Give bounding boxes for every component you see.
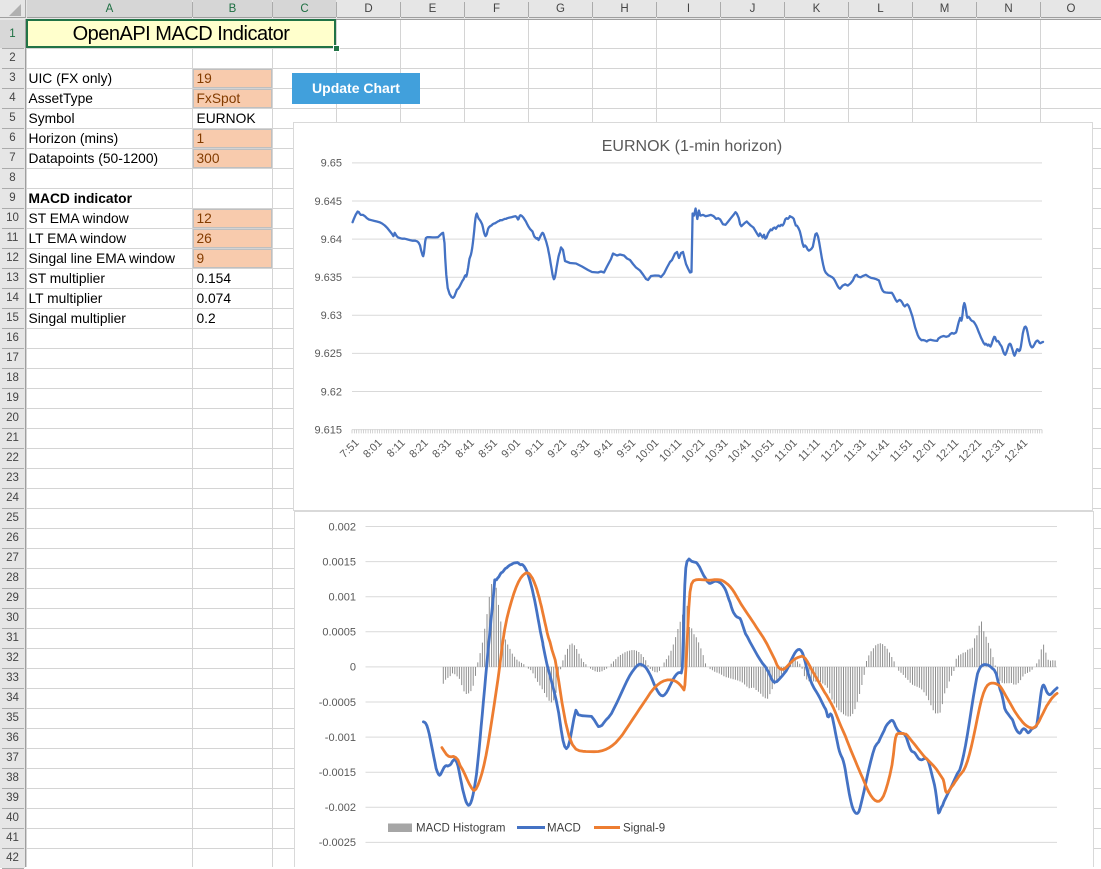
- svg-text:MACD: MACD: [547, 823, 581, 835]
- svg-text:-0.002: -0.002: [325, 802, 356, 814]
- svg-text:0.0015: 0.0015: [322, 556, 356, 568]
- svg-text:EURNOK (1-min horizon): EURNOK (1-min horizon): [602, 138, 782, 155]
- svg-text:Signal-9: Signal-9: [623, 823, 665, 835]
- svg-text:9.615: 9.615: [314, 424, 342, 436]
- svg-text:9.635: 9.635: [314, 272, 342, 284]
- svg-text:9.645: 9.645: [314, 196, 342, 208]
- svg-text:9.64: 9.64: [321, 234, 342, 246]
- svg-text:9.63: 9.63: [321, 310, 342, 322]
- svg-text:-0.001: -0.001: [325, 732, 356, 744]
- svg-text:-0.0025: -0.0025: [319, 837, 356, 849]
- svg-text:0.002: 0.002: [328, 521, 356, 533]
- svg-text:MACD Histogram: MACD Histogram: [416, 823, 505, 835]
- svg-text:9.62: 9.62: [321, 386, 342, 398]
- svg-text:9.65: 9.65: [321, 158, 342, 170]
- svg-text:0.0005: 0.0005: [322, 627, 356, 639]
- svg-text:-0.0005: -0.0005: [319, 697, 356, 709]
- svg-text:0: 0: [350, 662, 356, 674]
- svg-text:0.001: 0.001: [328, 592, 356, 604]
- svg-text:-0.0015: -0.0015: [319, 767, 356, 779]
- svg-text:9.625: 9.625: [314, 348, 342, 360]
